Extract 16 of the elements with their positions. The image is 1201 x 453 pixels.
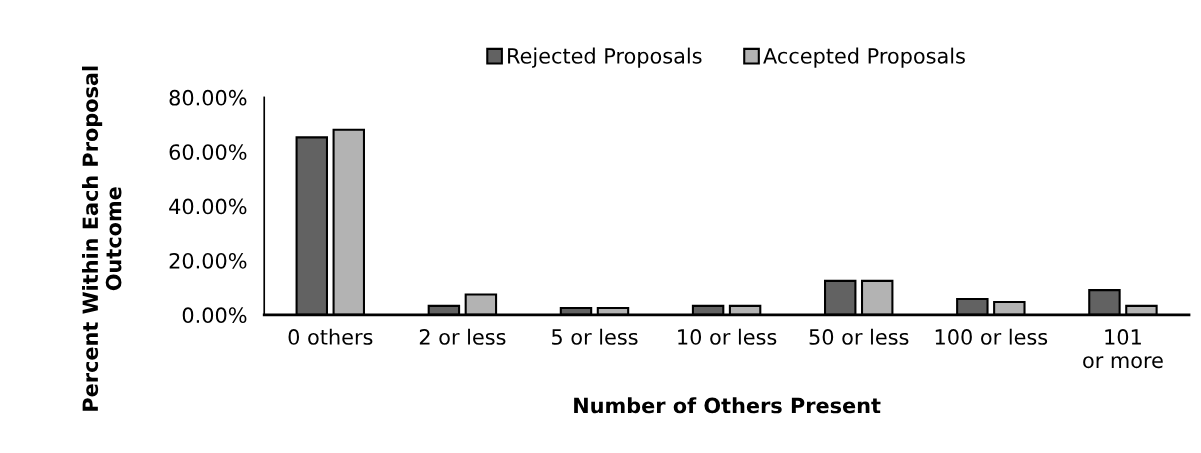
legend-label: Rejected Proposals xyxy=(508,47,702,68)
x-tick-label: 5 or less xyxy=(552,328,638,345)
y-axis-title: Percent Within Each Proposal Outcome xyxy=(82,66,122,411)
y-tick-label: 20.00% xyxy=(169,252,247,269)
x-tick-label: 100 or less xyxy=(935,328,1048,345)
x-tick-label: 2 or less xyxy=(419,328,506,345)
y-tick-label: 0.00% xyxy=(182,307,247,324)
x-tick-label: 10 or less xyxy=(678,328,777,345)
x-tick-label: 101 or more xyxy=(1083,329,1163,369)
x-tick-label: 50 or less xyxy=(809,328,909,345)
y-tick-label: 80.00% xyxy=(169,89,247,106)
x-tick-label: 0 others xyxy=(288,328,373,345)
x-axis-title: Number of Others Present xyxy=(574,397,881,414)
y-tick-label: 40.00% xyxy=(169,198,247,215)
legend-label: Accepted Proposals xyxy=(763,47,965,68)
y-tick-label: 60.00% xyxy=(169,144,247,160)
